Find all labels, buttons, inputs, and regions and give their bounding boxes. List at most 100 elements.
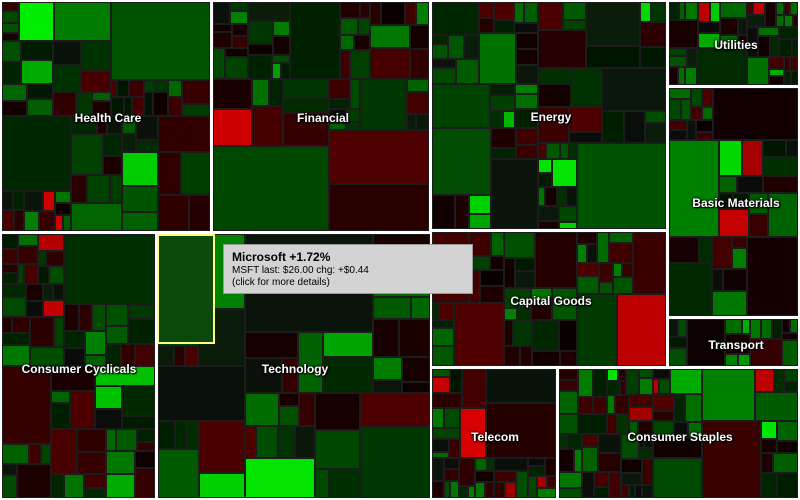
stock-tile[interactable] — [2, 284, 26, 297]
stock-tile[interactable] — [761, 473, 777, 498]
stock-tile[interactable] — [653, 394, 674, 411]
stock-tile[interactable] — [269, 79, 283, 106]
stock-tile[interactable] — [407, 79, 429, 92]
stock-tile[interactable] — [432, 128, 491, 195]
stock-tile[interactable] — [779, 27, 798, 39]
stock-tile[interactable] — [768, 193, 798, 237]
stock-tile[interactable] — [432, 439, 449, 452]
stock-tile[interactable] — [281, 63, 290, 79]
stock-tile[interactable] — [27, 84, 53, 99]
stock-tile[interactable] — [370, 48, 410, 79]
stock-tile[interactable] — [399, 319, 430, 357]
stock-tile[interactable] — [432, 393, 462, 408]
stock-tile[interactable] — [122, 186, 158, 212]
stock-tile[interactable] — [2, 62, 21, 84]
stock-tile[interactable] — [360, 427, 430, 498]
stock-tile[interactable] — [697, 48, 747, 85]
stock-tile[interactable] — [792, 39, 798, 57]
stock-tile[interactable] — [504, 258, 515, 288]
stock-tile[interactable] — [136, 140, 158, 152]
stock-tile[interactable] — [122, 134, 136, 152]
stock-tile[interactable] — [2, 11, 19, 23]
stock-tile[interactable] — [225, 48, 248, 57]
stock-tile[interactable] — [560, 351, 577, 366]
stock-tile[interactable] — [599, 263, 613, 282]
stock-tile[interactable] — [685, 394, 702, 422]
stock-tile[interactable] — [515, 109, 538, 128]
stock-tile[interactable] — [586, 46, 640, 68]
stock-tile[interactable] — [520, 346, 532, 366]
stock-tile[interactable] — [64, 348, 85, 366]
stock-tile[interactable] — [577, 244, 587, 263]
stock-tile[interactable] — [30, 317, 54, 347]
stock-tile[interactable] — [578, 369, 593, 397]
stock-tile[interactable] — [55, 203, 71, 215]
stock-tile[interactable] — [487, 458, 494, 471]
stock-tile[interactable] — [613, 263, 622, 277]
stock-tile[interactable] — [720, 18, 738, 35]
stock-tile[interactable] — [158, 366, 245, 421]
stock-tile[interactable] — [39, 211, 55, 231]
stock-tile[interactable] — [84, 488, 106, 498]
stock-tile[interactable] — [71, 134, 103, 175]
stock-tile[interactable] — [639, 434, 644, 448]
stock-tile[interactable] — [464, 35, 479, 59]
stock-tile[interactable] — [295, 426, 315, 458]
stock-tile[interactable] — [129, 80, 144, 97]
stock-tile[interactable] — [494, 482, 505, 498]
stock-tile[interactable] — [761, 421, 777, 439]
stock-tile[interactable] — [742, 319, 750, 334]
stock-tile[interactable] — [479, 18, 494, 33]
stock-tile[interactable] — [538, 84, 571, 107]
stock-tile[interactable] — [772, 319, 782, 339]
stock-tile[interactable] — [712, 269, 723, 291]
stock-tile[interactable] — [547, 476, 556, 488]
stock-tile[interactable] — [777, 473, 798, 498]
stock-tile[interactable] — [172, 259, 200, 284]
stock-tile[interactable] — [593, 397, 607, 414]
stock-tile[interactable] — [64, 304, 79, 331]
stock-tile[interactable] — [2, 444, 29, 464]
stock-tile[interactable] — [232, 24, 248, 36]
stock-tile[interactable] — [490, 256, 504, 270]
stock-tile[interactable] — [514, 23, 538, 33]
stock-tile[interactable] — [110, 175, 122, 203]
stock-tile[interactable] — [669, 99, 681, 120]
stock-tile[interactable] — [174, 346, 185, 366]
stock-tile[interactable] — [360, 393, 430, 427]
stock-tile[interactable] — [77, 452, 106, 474]
stock-tile[interactable] — [410, 49, 429, 79]
stock-tile[interactable] — [782, 340, 798, 366]
stock-tile[interactable] — [49, 266, 64, 284]
stock-tile[interactable] — [24, 211, 39, 231]
stock-tile[interactable] — [491, 128, 516, 148]
stock-tile[interactable] — [416, 2, 429, 25]
stock-tile[interactable] — [469, 195, 491, 214]
stock-tile[interactable] — [505, 482, 516, 498]
stock-tile[interactable] — [245, 458, 315, 498]
stock-tile[interactable] — [582, 434, 598, 447]
stock-tile[interactable] — [21, 60, 53, 84]
stock-tile[interactable] — [733, 193, 749, 209]
stock-tile[interactable] — [273, 36, 290, 55]
stock-tile[interactable] — [538, 206, 559, 221]
stock-tile[interactable] — [504, 232, 535, 258]
stock-tile[interactable] — [402, 382, 430, 393]
stock-tile[interactable] — [14, 210, 24, 231]
stock-tile[interactable] — [528, 476, 537, 498]
stock-tile[interactable] — [407, 92, 429, 114]
sector-financial[interactable]: Financial — [211, 0, 431, 233]
stock-tile[interactable] — [750, 339, 782, 366]
sector-health-care[interactable]: Health Care — [0, 0, 212, 233]
stock-tile[interactable] — [607, 395, 615, 414]
stock-tile[interactable] — [609, 472, 621, 498]
stock-tile[interactable] — [77, 429, 106, 452]
stock-tile[interactable] — [702, 107, 713, 120]
stock-tile[interactable] — [71, 116, 97, 134]
stock-tile[interactable] — [439, 303, 454, 320]
stock-tile[interactable] — [750, 319, 761, 339]
stock-tile[interactable] — [189, 195, 210, 231]
stock-tile[interactable] — [24, 264, 38, 284]
stock-tile[interactable] — [567, 434, 582, 449]
stock-tile[interactable] — [460, 408, 486, 458]
